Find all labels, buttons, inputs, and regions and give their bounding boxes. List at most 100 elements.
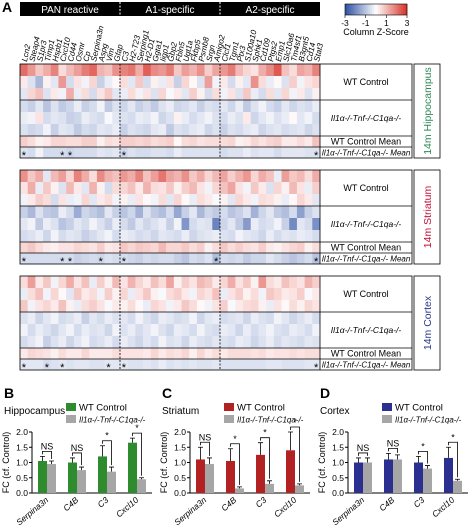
significance-label: * (105, 431, 109, 441)
legend-swatch (224, 415, 234, 423)
heatmap-cell (166, 76, 175, 89)
heatmap-cell (158, 182, 167, 195)
heatmap-cell (220, 124, 228, 137)
heatmap-cell (204, 194, 213, 207)
colorbar-step (394, 4, 397, 15)
legend-label: Il1α-/-Tnf-/-C1qa-/- (395, 416, 462, 425)
panel-letter: A (2, 0, 12, 15)
x-tick-label: C4B (61, 495, 80, 514)
heatmap-cell (173, 348, 182, 360)
heatmap-cell (250, 206, 259, 219)
heatmap-cell (220, 253, 228, 265)
heatmap-cell (158, 88, 167, 101)
heatmap-cell (273, 100, 282, 113)
heatmap-cell (120, 100, 128, 113)
gene-label: Iigp1 (158, 44, 170, 63)
heatmap-cell (20, 124, 28, 137)
row-label: WT Control Mean (331, 349, 401, 359)
heatmap-cell (143, 76, 151, 89)
heatmap-cell (150, 170, 159, 183)
heatmap-cell (181, 348, 190, 360)
heatmap-cell (266, 136, 275, 148)
heatmap-cell (212, 88, 221, 101)
heatmap-cell (27, 206, 36, 219)
heatmap-cell (166, 324, 175, 337)
heatmap-cell (235, 324, 244, 337)
error-bar (198, 446, 203, 460)
heatmap-cell (20, 230, 28, 243)
heatmap-cell (73, 112, 82, 125)
heatmap-cell (150, 359, 159, 371)
heatmap-cell (20, 136, 28, 148)
heatmap-cell (273, 300, 282, 313)
heatmap-cell (266, 359, 275, 371)
heatmap-cell (112, 136, 121, 148)
heatmap-cell (104, 230, 113, 243)
heatmap-cell (89, 336, 98, 349)
heatmap-cell (273, 124, 282, 137)
row-label: WT Control (343, 77, 388, 87)
heatmap-cell (243, 112, 251, 125)
heatmap-cell (227, 230, 236, 243)
heatmap-cell (227, 348, 236, 360)
heatmap-cell (20, 324, 28, 337)
y-tick-label: 1.0 (16, 458, 28, 468)
heatmap-cell (27, 359, 36, 371)
heatmap-cell (204, 300, 213, 313)
heatmap-cell (89, 112, 98, 125)
heatmap-cell (27, 64, 36, 77)
heatmap-cell (289, 300, 298, 313)
heatmap-cell (58, 124, 67, 137)
heatmap-cell (58, 218, 67, 231)
bar (393, 459, 402, 493)
heatmap-cell (212, 336, 221, 349)
heatmap-cell (243, 76, 251, 89)
heatmap-cell (243, 194, 251, 207)
heatmap-cell (50, 112, 59, 125)
heatmap-cell (243, 300, 251, 313)
heatmap-cell (50, 182, 59, 195)
colorbar-step (384, 4, 387, 15)
heatmap-cell (296, 147, 305, 159)
heatmap-cell (181, 218, 190, 231)
gene-label: Lcn2 (20, 43, 33, 62)
heatmap-cell (173, 64, 182, 77)
heatmap-cell (189, 348, 198, 360)
heatmap-cell (73, 194, 82, 207)
heatmap-cell (158, 218, 167, 231)
colorbar-tick-label: -1 (362, 18, 370, 28)
heatmap-cell (266, 194, 275, 207)
heatmap-cell (143, 182, 151, 195)
significance-star: * (314, 256, 319, 268)
heatmap-cell (227, 312, 236, 325)
heatmap-cell (150, 136, 159, 148)
bar (286, 450, 295, 493)
heatmap-cell (158, 336, 167, 349)
heatmap-cell (150, 253, 159, 265)
y-tick-label: 1.5 (16, 442, 28, 452)
heatmap-cell (81, 324, 90, 337)
heatmap-cell (66, 276, 75, 289)
heatmap-cell (104, 359, 113, 371)
heatmap-cell (281, 218, 290, 231)
heatmap-cell (212, 76, 221, 89)
heatmap-cell (20, 336, 28, 349)
heatmap-cell (73, 64, 82, 77)
significance-star: * (68, 150, 73, 162)
heatmap-cell (289, 64, 298, 77)
heatmap-cell (73, 88, 82, 101)
heatmap-cell (20, 242, 28, 254)
x-tick-label: C4B (219, 495, 238, 514)
heatmap-cell (189, 230, 198, 243)
bar (256, 454, 265, 493)
heatmap-cell (243, 288, 251, 301)
colorbar-step (361, 4, 364, 15)
y-axis-label: FC (cf. Control) (1, 432, 11, 494)
error-bar (386, 452, 391, 460)
colorbar-step (400, 4, 404, 15)
heatmap-cell (227, 64, 236, 77)
gene-label: Srgn (205, 43, 217, 62)
heatmap-cell (143, 288, 151, 301)
heatmap-cell (204, 100, 213, 113)
heatmap-cell (73, 324, 82, 337)
